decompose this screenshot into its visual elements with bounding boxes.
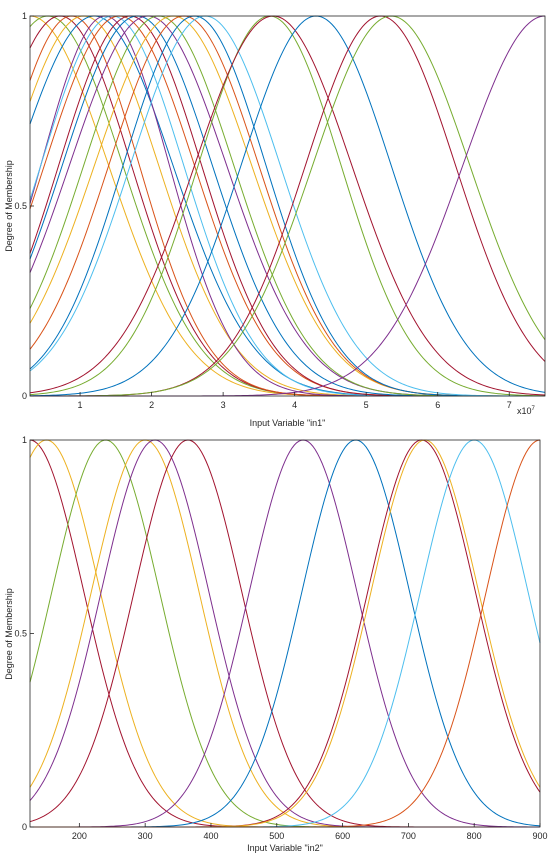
x-axis-label-in1: Input Variable "in1" — [250, 418, 326, 428]
y-ticks-in1: 00.51 — [14, 11, 34, 401]
mf-curve-4 — [29, 15, 545, 397]
y-axis-label-in2: Degree of Membership — [4, 588, 14, 680]
x-tick-label: 500 — [269, 831, 284, 841]
x-axis-label-in2: Input Variable "in2" — [247, 843, 323, 853]
y-axis-label-in1: Degree of Membership — [4, 160, 14, 252]
x-ticks-in1: 1 2 3 4 5 6 7 — [78, 392, 512, 410]
x-tick-label: 600 — [335, 831, 350, 841]
mf-curve-20 — [29, 15, 546, 397]
mf-curve-4 — [29, 439, 540, 828]
mf-curve-15 — [29, 15, 545, 397]
x-exponent-label-in1: x107 — [517, 406, 536, 416]
mf-curve-16 — [29, 15, 545, 397]
y-tick-label: 0.5 — [14, 201, 27, 211]
x-tick-label: 2 — [149, 400, 154, 410]
curves-in2 — [29, 439, 541, 828]
y-tick-label: 1 — [22, 11, 27, 21]
y-tick-label: 0 — [22, 391, 27, 401]
x-tick-label: 3 — [221, 400, 226, 410]
x-tick-label: 5 — [364, 400, 369, 410]
mf-curve-1 — [29, 439, 540, 828]
mf-curve-7 — [29, 15, 545, 397]
y-tick-label: 1 — [22, 435, 27, 445]
mf-curve-11 — [29, 15, 545, 397]
x-tick-label: 200 — [72, 831, 87, 841]
mf-curve-13 — [29, 15, 545, 397]
mf-curve-22 — [30, 15, 546, 397]
plot-in2: 200 300 400 500 600 700 800 900 00.51 Input Var… — [4, 435, 548, 853]
mf-curve-21 — [30, 15, 546, 397]
mf-curve-8 — [29, 15, 545, 397]
x-tick-label: 800 — [467, 831, 482, 841]
mf-curve-23 — [30, 15, 546, 397]
mf-curve-17 — [29, 15, 546, 397]
mf-curve-2 — [29, 439, 540, 828]
mf-curve-18 — [29, 15, 546, 397]
mf-curve-14 — [29, 15, 545, 397]
mf-curve-3 — [29, 439, 540, 828]
mf-curve-6 — [29, 15, 545, 397]
mf-curve-7 — [30, 439, 540, 828]
mf-curve-9 — [30, 439, 541, 828]
x-tick-label: 6 — [435, 400, 440, 410]
x-tick-label: 7 — [507, 400, 512, 410]
mf-curve-9 — [29, 15, 545, 397]
mf-curve-5 — [29, 15, 545, 397]
x-tick-label: 900 — [532, 831, 547, 841]
x-tick-label: 300 — [138, 831, 153, 841]
x-ticks-in2: 200 300 400 500 600 700 800 900 — [72, 823, 548, 841]
axes-box-in1 — [29, 15, 546, 397]
y-ticks-in2: 00.51 — [14, 435, 34, 832]
x-tick-label: 4 — [292, 400, 297, 410]
curves-in1 — [29, 15, 546, 397]
mf-curve-8 — [30, 439, 541, 828]
y-tick-label: 0.5 — [14, 629, 27, 639]
x-tick-label: 700 — [401, 831, 416, 841]
mf-curve-3 — [29, 15, 545, 397]
axes-box-in2 — [29, 439, 541, 828]
mf-curve-5 — [29, 439, 540, 828]
x-tick-label: 400 — [203, 831, 218, 841]
y-tick-label: 0 — [22, 822, 27, 832]
mf-curve-6 — [29, 439, 540, 828]
mf-curve-12 — [30, 439, 541, 828]
mf-curve-1 — [29, 15, 545, 397]
mf-curve-10 — [29, 15, 545, 397]
mf-curve-11 — [30, 439, 541, 828]
mf-curve-2 — [29, 15, 545, 397]
mf-curve-12 — [29, 15, 545, 397]
x-tick-label: 1 — [78, 400, 83, 410]
mf-curve-10 — [30, 439, 541, 828]
mf-curve-19 — [29, 15, 546, 396]
